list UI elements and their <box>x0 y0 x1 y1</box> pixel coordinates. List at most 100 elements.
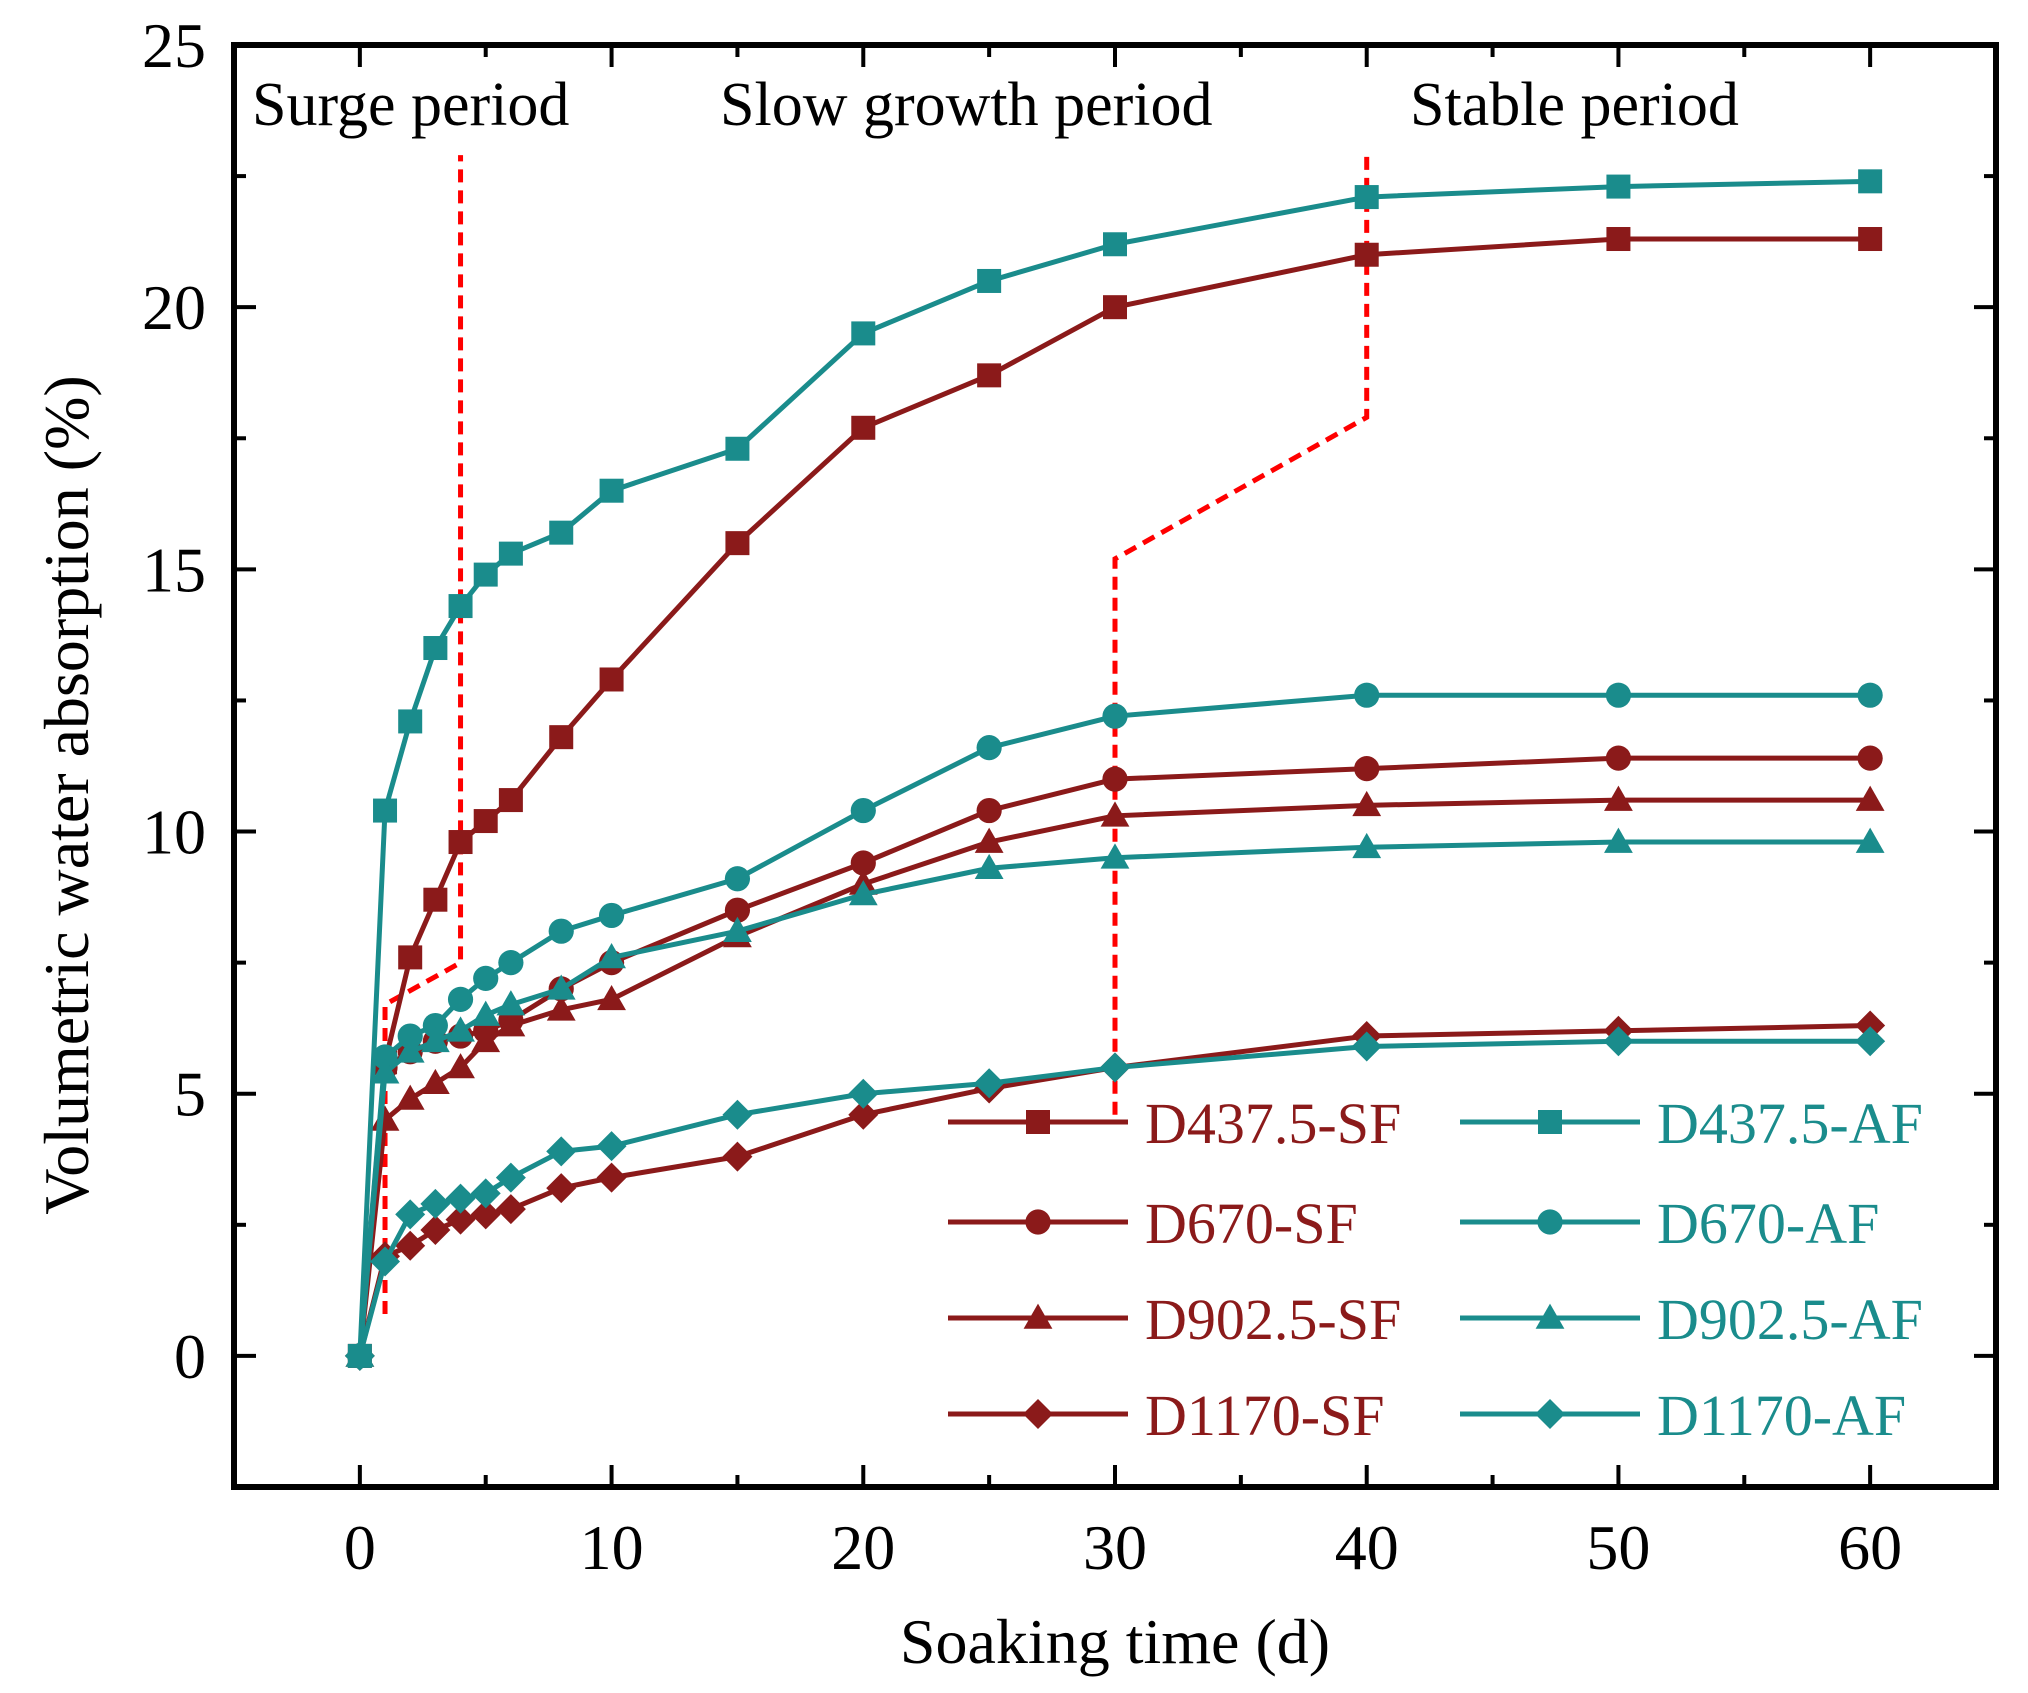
data-point <box>495 1162 526 1193</box>
legend-item-d670-sf: D670-SF <box>948 1191 1358 1256</box>
data-point <box>370 1246 401 1277</box>
data-point <box>470 1199 501 1230</box>
legend-label: D437.5-SF <box>1145 1091 1401 1156</box>
data-point <box>395 1199 426 1230</box>
series-d902-5-af <box>345 827 1885 1367</box>
data-point <box>1102 766 1128 792</box>
data-point <box>373 798 398 823</box>
data-point <box>423 887 448 912</box>
data-point <box>1100 1052 1130 1083</box>
data-point <box>1858 169 1883 194</box>
legend-label: D670-SF <box>1145 1191 1358 1256</box>
data-point <box>372 1044 398 1070</box>
data-point <box>722 1141 753 1172</box>
data-point <box>1100 801 1130 827</box>
data-point <box>546 995 576 1021</box>
data-point <box>548 918 574 944</box>
data-point <box>851 321 876 346</box>
data-point <box>496 990 526 1016</box>
legend-item-d670-af: D670-AF <box>1460 1191 1879 1256</box>
x-tick-label: 30 <box>1083 1512 1147 1583</box>
data-point <box>1354 756 1380 782</box>
data-point <box>1354 185 1379 210</box>
data-point <box>850 850 876 876</box>
data-point <box>495 1194 526 1225</box>
data-point <box>724 866 751 892</box>
legend-item-d902-5-af: D902.5-AF <box>1460 1287 1923 1352</box>
x-tick-label: 20 <box>831 1512 895 1583</box>
data-point <box>398 945 423 970</box>
series-d670-af <box>347 682 1883 1369</box>
x-tick-label: 0 <box>344 1512 376 1583</box>
data-point <box>1606 227 1631 252</box>
data-point <box>1354 242 1379 267</box>
legend-item-d1170-af: D1170-AF <box>1460 1383 1906 1448</box>
data-point <box>498 788 523 813</box>
data-point <box>974 853 1004 880</box>
data-point <box>1102 703 1128 729</box>
data-point <box>546 1173 577 1204</box>
data-point <box>1603 1026 1634 1057</box>
data-point <box>723 916 752 942</box>
x-tick-label: 60 <box>1838 1512 1902 1583</box>
y-tick-label: 25 <box>142 10 206 81</box>
y-tick-label: 20 <box>142 272 206 343</box>
data-point <box>1352 790 1382 817</box>
data-point <box>423 636 448 661</box>
data-point <box>549 725 574 750</box>
data-point <box>473 965 499 991</box>
y-tick-label: 10 <box>142 797 206 868</box>
period-label-slow-growth: Slow growth period <box>720 71 1213 139</box>
data-point <box>445 1183 476 1214</box>
data-point <box>549 520 574 545</box>
data-point <box>420 1188 451 1219</box>
data-point <box>1354 682 1380 708</box>
x-tick-label: 40 <box>1335 1512 1399 1583</box>
data-point <box>420 1068 450 1095</box>
data-point <box>724 897 751 923</box>
data-point <box>599 478 624 503</box>
period-dividers <box>382 155 1370 1314</box>
data-point <box>597 942 626 969</box>
stable-boundary-line <box>1112 155 1370 1115</box>
y-tick-label: 0 <box>174 1321 206 1392</box>
legend-marker <box>1025 1209 1051 1235</box>
data-point <box>370 1058 400 1084</box>
x-tick-label: 10 <box>580 1512 644 1583</box>
series-d1170-af <box>344 1026 1886 1371</box>
data-point <box>1604 785 1633 811</box>
series-d902-5-sf <box>345 785 1885 1367</box>
data-point <box>599 667 624 692</box>
y-tick-label: 15 <box>142 534 206 605</box>
data-point <box>977 363 1002 388</box>
data-point <box>974 1068 1005 1099</box>
legend-marker <box>1535 1399 1565 1429</box>
data-point <box>1604 827 1633 853</box>
period-label-stable: Stable period <box>1410 71 1739 139</box>
series-line-d902-5-af <box>357 839 1871 1357</box>
data-point <box>473 809 498 834</box>
legend-label: D1170-SF <box>1145 1383 1385 1448</box>
data-point <box>848 1078 879 1109</box>
data-point <box>722 1099 753 1130</box>
data-point <box>446 1016 475 1042</box>
data-point <box>848 880 878 906</box>
data-point <box>471 1000 501 1026</box>
legend-item-d437-5-af: D437.5-AF <box>1460 1091 1923 1156</box>
data-point <box>473 562 498 587</box>
data-point <box>848 1099 879 1130</box>
axis-ticks: 0 10 20 30 40 50 60 0 5 10 15 20 25 <box>142 10 1998 1583</box>
data-point <box>445 1204 476 1235</box>
data-point <box>420 1215 451 1246</box>
legend-marker <box>1535 1303 1565 1329</box>
data-point <box>977 268 1002 293</box>
data-point <box>422 1012 448 1039</box>
data-point <box>546 974 576 1000</box>
data-point <box>976 735 1002 761</box>
data-point <box>1855 1010 1886 1041</box>
data-point <box>725 436 750 461</box>
data-point <box>1606 174 1631 199</box>
legend-label: D902.5-SF <box>1145 1287 1401 1352</box>
data-point <box>1103 295 1127 320</box>
